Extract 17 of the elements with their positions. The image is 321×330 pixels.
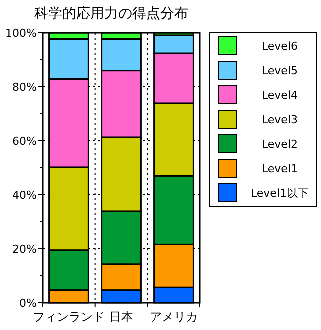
y-tick-label: 80% <box>12 80 37 94</box>
legend-label: Level1以下 <box>250 186 310 200</box>
x-tick-label: 日本 <box>110 310 134 324</box>
y-tick-label: 20% <box>12 242 37 256</box>
y-tick-label: 60% <box>12 134 37 148</box>
chart-title: 科学的応用力の得点分布 <box>34 6 188 22</box>
y-tick-label: 100% <box>6 26 37 40</box>
x-tick-label: フィンランド <box>32 310 105 324</box>
legend-label: Level6 <box>262 40 298 53</box>
legend-label: Level1 <box>262 162 298 176</box>
legend-label: Level2 <box>262 138 298 151</box>
x-tick-label: アメリカ <box>150 310 198 324</box>
y-tick-label: 0% <box>20 296 37 310</box>
legend-label: Level5 <box>262 64 298 78</box>
y-tick-label: 40% <box>12 188 37 202</box>
legend-label: Level4 <box>262 88 298 102</box>
legend-label: Level3 <box>262 113 298 126</box>
